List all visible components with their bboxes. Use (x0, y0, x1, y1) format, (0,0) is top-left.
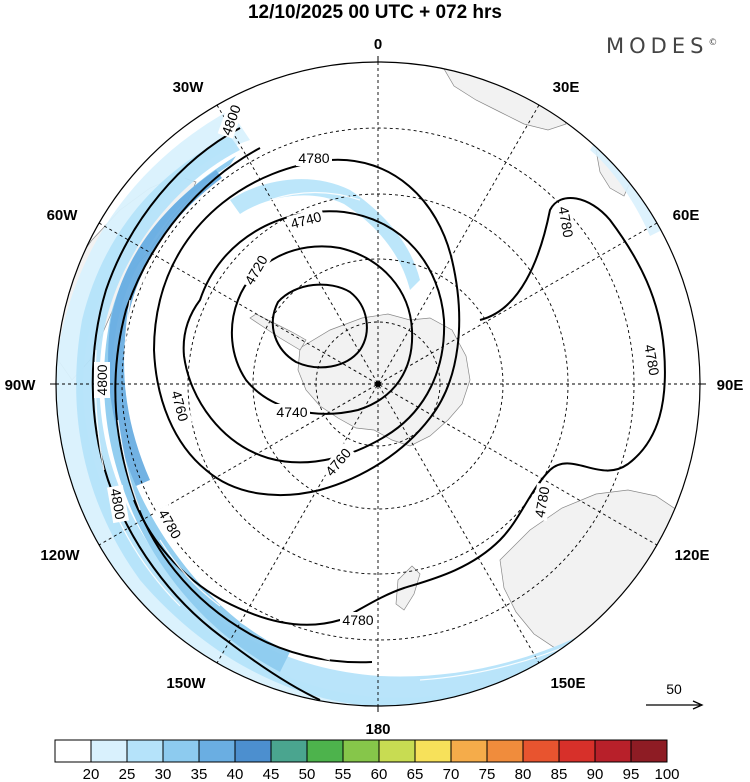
new-zealand-landmass (395, 565, 421, 611)
colorbar-tick-label: 55 (335, 766, 352, 782)
colorbar-swatch (90, 739, 128, 763)
contour-label: 4780 (342, 612, 373, 628)
contour-4800-outer (91, 127, 321, 701)
colorbar-tick-label: 25 (119, 766, 136, 782)
reference-vector-arrow (646, 700, 704, 710)
colorbar-swatch (162, 739, 200, 763)
colorbar-swatch (414, 739, 452, 763)
longitude-label-90e: 90E (717, 377, 744, 394)
height-contours (91, 127, 666, 701)
longitude-label-30e: 30E (553, 79, 580, 96)
contour-label: 4780 (641, 343, 662, 377)
colorbar-swatch (234, 739, 272, 763)
contour-4780-east (133, 196, 666, 626)
wind-speed-band-east (590, 140, 662, 236)
colorbar-swatch (126, 739, 164, 763)
longitude-label-90w: 90W (5, 377, 37, 394)
colorbar-tick-label: 90 (587, 766, 604, 782)
colorbar-swatch (198, 739, 236, 763)
colorbar-tick-label: 85 (551, 766, 568, 782)
colorbar-swatch (630, 739, 668, 763)
longitude-label-60w: 60W (47, 207, 79, 224)
brand-text: MODES (606, 34, 709, 58)
colorbar-tick-label: 70 (443, 766, 460, 782)
colorbar-tick-label: 45 (263, 766, 280, 782)
contour-label: 4780 (531, 485, 552, 519)
wind-speed-band-30 (104, 156, 290, 672)
colorbar-tick-label: 65 (407, 766, 424, 782)
wind-speed-band-inner (230, 179, 420, 290)
colorbar-swatch (594, 739, 632, 763)
colorbar-tick-label: 75 (479, 766, 496, 782)
longitude-label-150e: 150E (550, 675, 585, 692)
contour-label: 4780 (298, 150, 329, 166)
longitude-label-120e: 120E (674, 547, 709, 564)
map-title: 12/10/2025 00 UTC + 072 hrs (247, 2, 503, 23)
south-pole-marker (375, 381, 381, 387)
colorbar-tick-label: 35 (191, 766, 208, 782)
colorbar-swatch (342, 739, 380, 763)
colorbar-tick-label: 80 (515, 766, 532, 782)
colorbar: 20 25 30 35 40 45 50 55 60 65 70 75 80 85 90 95 100 (54, 739, 680, 782)
contour-label: 4800 (94, 364, 110, 395)
copyright-mark: © (708, 38, 718, 48)
contour-label: 4740 (276, 404, 307, 420)
colorbar-tick-label: 50 (299, 766, 316, 782)
longitude-label-120w: 120W (40, 547, 80, 564)
longitude-label-180: 180 (365, 721, 390, 738)
longitude-label-0: 0 (374, 36, 382, 53)
colorbar-tick-label: 30 (155, 766, 172, 782)
colorbar-swatch (450, 739, 488, 763)
contour-label: 4780 (555, 205, 576, 239)
border-ticks (50, 56, 706, 712)
colorbar-swatch (270, 739, 308, 763)
colorbar-swatch (54, 739, 92, 763)
reference-vector-label: 50 (666, 681, 682, 697)
colorbar-swatch (558, 739, 596, 763)
colorbar-tick-label: 20 (83, 766, 100, 782)
contour-4720 (271, 283, 368, 369)
contour-4760 (182, 210, 446, 464)
longitude-label-150w: 150W (166, 675, 206, 692)
longitude-label-30w: 30W (173, 79, 205, 96)
colorbar-swatch (486, 739, 524, 763)
contour-label: 4800 (107, 487, 128, 521)
brand-logo: MODES© (606, 34, 717, 58)
colorbar-swatch (522, 739, 560, 763)
contour-4780-outer (114, 147, 373, 664)
colorbar-tick-label: 95 (623, 766, 640, 782)
longitude-label-60e: 60E (673, 207, 700, 224)
colorbar-tick-label: 100 (654, 766, 679, 782)
contour-label: 4760 (168, 389, 192, 423)
colorbar-tick-label: 60 (371, 766, 388, 782)
contour-4740 (230, 245, 414, 415)
colorbar-swatch (306, 739, 344, 763)
colorbar-swatch (378, 739, 416, 763)
contour-label: 4740 (289, 208, 323, 232)
colorbar-tick-label: 40 (227, 766, 244, 782)
